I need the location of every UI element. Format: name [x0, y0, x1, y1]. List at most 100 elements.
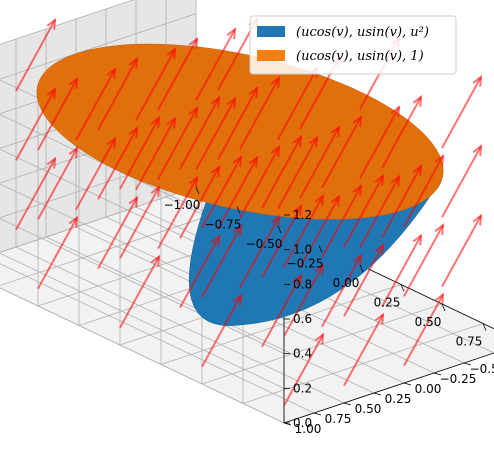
vector-arrow-head: [412, 94, 423, 107]
vector-arrow: [277, 67, 318, 140]
vector-arrow-head: [46, 17, 57, 30]
vector-arrow: [75, 138, 116, 211]
vector-arrow-head: [188, 175, 199, 188]
z-tick-label: 0.0: [293, 416, 312, 430]
vector-arrow: [157, 177, 198, 250]
legend-label-paraboloid: (ucos(v), usin(v), u²): [296, 25, 429, 40]
x-tick-mark: [318, 245, 323, 253]
x-tick-label: −0.50: [246, 237, 283, 251]
vector-arrow: [15, 19, 56, 92]
vector-arrow-head: [434, 223, 445, 236]
legend-label-disk: (ucos(v), usin(v), 1): [296, 49, 424, 64]
vector-arrow-head: [270, 145, 281, 158]
vector-arrow: [97, 127, 138, 200]
y-tick-mark: [463, 362, 472, 366]
vector-arrow: [201, 156, 242, 229]
vector-arrow-head: [232, 154, 243, 167]
x-tick-mark: [400, 284, 405, 292]
z-tick-label: 0.8: [293, 277, 312, 291]
vector-arrow: [381, 165, 422, 238]
vector-arrow: [119, 256, 160, 329]
vector-arrow: [441, 215, 482, 288]
vector-arrow: [403, 224, 444, 297]
vector-arrow: [343, 175, 384, 248]
vector-arrow-head: [150, 115, 161, 128]
vector-arrow: [179, 236, 220, 309]
vector-arrow: [195, 28, 236, 101]
z-tick-label: 0.2: [293, 381, 312, 395]
y-tick-mark: [343, 402, 352, 406]
grid-line-z-side: [0, 0, 135, 45]
x-tick-mark: [441, 303, 446, 312]
grid-line-y-floor: [15, 246, 345, 404]
x-tick-mark: [482, 323, 487, 331]
vector-arrow-head: [248, 155, 259, 168]
vector-arrow-head: [434, 153, 445, 166]
surface-disk-shade: [36, 44, 444, 220]
x-tick-label: 0.50: [415, 315, 442, 329]
vector-arrow-head: [68, 215, 79, 228]
y-tick-mark: [313, 412, 322, 416]
vector-arrow-head: [292, 273, 303, 286]
vector-arrow-head: [314, 332, 325, 345]
vector-field-arrows: [15, 16, 483, 407]
axis-tick-labels: −1.00−0.75−0.50−0.250.000.250.500.751.00…: [164, 186, 494, 436]
vector-arrow-head: [210, 234, 221, 247]
y-tick-label: 1.00: [295, 422, 322, 436]
vector-arrow-head: [374, 173, 385, 186]
vector-arrow: [277, 137, 318, 210]
z-tick-label: 1.2: [293, 208, 312, 222]
vector-arrow: [321, 255, 362, 328]
vector-arrow: [239, 77, 280, 150]
vector-arrow: [37, 78, 78, 151]
vector-arrow-head: [270, 214, 281, 227]
vector-arrow-head: [106, 67, 117, 80]
vector-arrow: [239, 146, 280, 219]
vector-arrow: [157, 107, 198, 180]
z-tick-label: 0.4: [293, 347, 312, 361]
vector-arrow: [261, 205, 302, 278]
grid-line-z-back: [0, 252, 285, 389]
vector-arrow-head: [188, 106, 199, 119]
vector-arrow: [201, 225, 242, 298]
grid-line-z-back: [0, 218, 285, 355]
vector-arrow-head: [412, 164, 423, 177]
vector-arrow-head: [46, 156, 57, 169]
vector-arrow: [179, 166, 220, 239]
x-tick-label: −1.00: [164, 198, 201, 212]
vector-arrow-head: [352, 114, 363, 127]
vector-arrow-head: [270, 75, 281, 88]
vector-arrow: [343, 314, 384, 387]
vector-arrow: [119, 117, 160, 190]
vector-arrow: [179, 97, 220, 170]
vector-arrow: [97, 197, 138, 270]
vector-arrow-head: [352, 184, 363, 197]
grid-line-z-back: [0, 287, 285, 424]
vector-arrow: [195, 98, 236, 171]
vector-arrow-head: [374, 243, 385, 256]
vector-arrow-head: [166, 116, 177, 129]
x-tick-label: −0.25: [287, 257, 324, 271]
vector-arrow-head: [150, 254, 161, 267]
vector-arrow-head: [374, 312, 385, 325]
vector-arrow: [217, 87, 258, 160]
vector-arrow: [261, 136, 302, 209]
vector-arrow-head: [210, 165, 221, 178]
vector-arrow-head: [472, 144, 483, 157]
vector-arrow-head: [232, 224, 243, 237]
vector-arrow-head: [46, 87, 57, 100]
vector-arrow-head: [390, 105, 401, 118]
z-tick-label: 1.0: [293, 243, 312, 257]
vector-arrow: [403, 294, 444, 367]
vector-arrow: [321, 116, 362, 189]
x-tick-mark: [195, 186, 200, 195]
vector-arrow: [381, 235, 422, 308]
legend-frame: [249, 15, 457, 75]
vector-arrow-head: [226, 27, 237, 40]
vector-arrow-head: [128, 195, 139, 208]
vector-arrow-head: [352, 253, 363, 266]
x-tick-mark: [359, 264, 364, 273]
vector-arrow: [37, 147, 78, 220]
y-tick-label: −0.50: [470, 362, 494, 376]
